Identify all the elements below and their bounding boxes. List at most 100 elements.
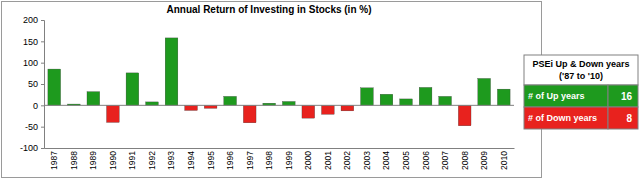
x-tick: 1991 xyxy=(127,148,137,170)
x-tick-label: 2009 xyxy=(479,151,489,170)
x-tick: 2002 xyxy=(342,148,352,170)
bars xyxy=(48,38,510,126)
y-tick-label: -50 xyxy=(25,122,38,132)
y-tick: 150 xyxy=(23,37,44,47)
x-tick: 2000 xyxy=(303,148,313,170)
x-tick: 2008 xyxy=(460,148,470,170)
y-tick: -50 xyxy=(25,122,44,132)
y-tick: 0 xyxy=(33,101,44,111)
x-tick-label: 2005 xyxy=(401,151,411,170)
table-row-value: 8 xyxy=(626,113,632,124)
x-tick-label: 1994 xyxy=(186,151,196,170)
bar xyxy=(243,105,256,122)
bar xyxy=(419,87,432,105)
y-tick: 50 xyxy=(28,79,44,89)
y-tick: 200 xyxy=(23,15,44,25)
y-tick-label: 150 xyxy=(23,37,38,47)
y-tick: -100 xyxy=(20,143,44,153)
y-tick-mark xyxy=(41,84,44,85)
x-tick-label: 1989 xyxy=(88,151,98,170)
x-tick-label: 2010 xyxy=(499,151,509,170)
x-tick: 1995 xyxy=(206,148,216,170)
x-tick: 1999 xyxy=(284,148,294,170)
x-tick: 1992 xyxy=(147,148,157,170)
x-tick: 2007 xyxy=(440,148,450,170)
x-tick-label: 1988 xyxy=(69,151,79,170)
table-header xyxy=(524,55,638,85)
zero-line xyxy=(44,105,514,106)
chart: Annual Return of Investing in Stocks (in… xyxy=(0,0,641,179)
x-tick-label: 1987 xyxy=(49,151,59,170)
x-tick: 2004 xyxy=(381,148,391,170)
table-row-label: # of Up years xyxy=(528,91,585,101)
bar xyxy=(48,69,61,105)
bar xyxy=(146,102,159,105)
x-tick: 1993 xyxy=(166,148,176,170)
x-tick: 2010 xyxy=(499,148,509,170)
y-tick-label: 0 xyxy=(33,101,38,111)
y-tick-label: 200 xyxy=(23,15,38,25)
y-tick-mark xyxy=(41,20,44,21)
x-tick: 1987 xyxy=(49,148,59,170)
y-tick-label: 100 xyxy=(23,58,38,68)
x-tick: 1990 xyxy=(108,148,118,170)
x-tick: 2006 xyxy=(421,148,431,170)
bar xyxy=(497,89,510,105)
table-title: PSEi Up & Down years xyxy=(532,59,629,69)
x-tick: 1998 xyxy=(264,148,274,170)
y-tick-mark xyxy=(41,148,44,149)
x-tick: 1988 xyxy=(69,148,79,170)
bar xyxy=(282,101,295,105)
bar xyxy=(126,73,139,105)
y-axis: -100 -50 0 50 100 150 200 xyxy=(20,15,45,153)
x-tick-label: 2007 xyxy=(440,151,450,170)
x-tick-label: 1990 xyxy=(108,151,118,170)
x-tick-label: 2008 xyxy=(460,151,470,170)
x-tick-label: 2001 xyxy=(323,151,333,170)
table-row-label: # of Down years xyxy=(528,113,597,123)
bar xyxy=(185,105,198,110)
title: Annual Return of Investing in Stocks (in… xyxy=(166,4,371,15)
y-axis-line xyxy=(41,21,45,149)
table-cell xyxy=(608,85,638,107)
table-cell xyxy=(524,85,608,107)
y-tick: 100 xyxy=(23,58,44,68)
x-tick-label: 1991 xyxy=(127,151,137,170)
x-tick-label: 1992 xyxy=(147,151,157,170)
bar xyxy=(224,96,237,105)
bar xyxy=(302,105,315,118)
x-tick: 1989 xyxy=(88,148,98,170)
bar xyxy=(165,38,178,105)
y-tick-label: 50 xyxy=(28,79,38,89)
x-tick-label: 2003 xyxy=(362,151,372,170)
bar xyxy=(322,105,335,114)
x-tick: 2009 xyxy=(479,148,489,170)
bar xyxy=(458,105,471,125)
y-tick-mark xyxy=(41,105,44,106)
x-tick-label: 2002 xyxy=(342,151,352,170)
bar xyxy=(107,105,120,122)
x-tick-label: 1997 xyxy=(245,151,255,170)
x-tick: 2001 xyxy=(323,148,333,170)
x-tick-label: 1996 xyxy=(225,151,235,170)
x-tick-label: 2000 xyxy=(303,151,313,170)
table-cell xyxy=(524,107,608,129)
y-tick-mark xyxy=(41,127,44,128)
x-tick: 2005 xyxy=(401,148,411,170)
bar xyxy=(400,99,413,105)
x-tick: 1997 xyxy=(245,148,255,170)
table-subtitle: ('87 to '10) xyxy=(559,71,603,81)
x-tick-label: 1993 xyxy=(166,151,176,170)
y-tick-label: -100 xyxy=(20,143,38,153)
x-axis-line xyxy=(45,148,515,149)
x-tick-label: 2004 xyxy=(381,151,391,170)
x-tick: 1996 xyxy=(225,148,235,170)
x-tick: 2003 xyxy=(362,148,372,170)
x-tick-label: 1999 xyxy=(284,151,294,170)
bar xyxy=(380,94,393,105)
x-tick-label: 1995 xyxy=(206,151,216,170)
x-axis: 1987 1988 1989 1990 1991 1992 1993 1994 1995 1996… xyxy=(45,148,515,170)
table-row-value: 16 xyxy=(621,91,633,102)
x-tick-label: 2006 xyxy=(421,151,431,170)
bar xyxy=(361,88,374,105)
